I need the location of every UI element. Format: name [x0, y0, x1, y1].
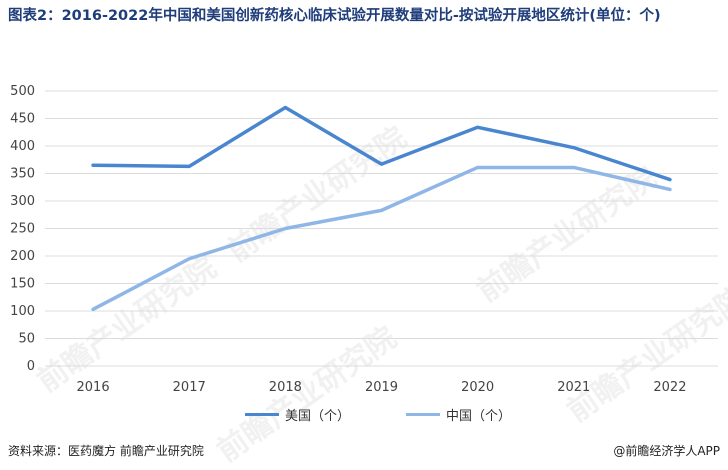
legend-item-china[interactable]: 中国（个）	[406, 405, 511, 424]
y-tick-label: 200	[10, 249, 35, 264]
brand-credit: @前瞻经济学人APP	[613, 444, 720, 458]
grid-lines	[45, 90, 718, 367]
x-tick-label: 2022	[653, 380, 686, 395]
y-tick-label: 50	[18, 332, 35, 347]
y-tick-label: 300	[10, 194, 35, 209]
series-lines	[91, 105, 672, 312]
x-tick-label: 2016	[77, 380, 110, 395]
y-tick-label: 400	[10, 139, 35, 154]
y-tick-label: 350	[10, 167, 35, 182]
x-tick-label: 2021	[557, 380, 590, 395]
legend: 美国（个） 中国（个）	[245, 405, 511, 424]
series-line-usa	[91, 105, 672, 182]
x-tick-label: 2017	[173, 380, 206, 395]
x-tick-label: 2018	[269, 380, 302, 395]
y-tick-label: 100	[10, 304, 35, 319]
y-tick-label: 500	[10, 84, 35, 99]
y-tick-label: 150	[10, 277, 35, 292]
x-tick-label: 2019	[365, 380, 398, 395]
chart-title: 图表2：2016-2022年中国和美国创新药核心临床试验开展数量对比-按试验开展…	[8, 8, 661, 24]
y-tick-label: 450	[10, 112, 35, 127]
legend-label-usa: 美国（个）	[285, 409, 351, 424]
legend-label-china: 中国（个）	[446, 409, 512, 424]
legend-swatch-usa	[245, 413, 279, 416]
legend-swatch-china	[406, 413, 441, 416]
y-tick-label: 250	[10, 222, 35, 237]
source-note: 资料来源：医药魔方 前瞻产业研究院	[8, 444, 204, 458]
y-axis-ticks: 0 50 100 150 200 250 300 350 400 450 500	[10, 84, 35, 374]
y-tick-label: 0	[27, 359, 35, 374]
legend-item-usa[interactable]: 美国（个）	[245, 405, 350, 424]
x-tick-label: 2020	[461, 380, 494, 395]
series-line-china	[91, 165, 672, 312]
x-axis-ticks: 2016 2017 2018 2019 2020 2021 2022	[77, 380, 687, 395]
